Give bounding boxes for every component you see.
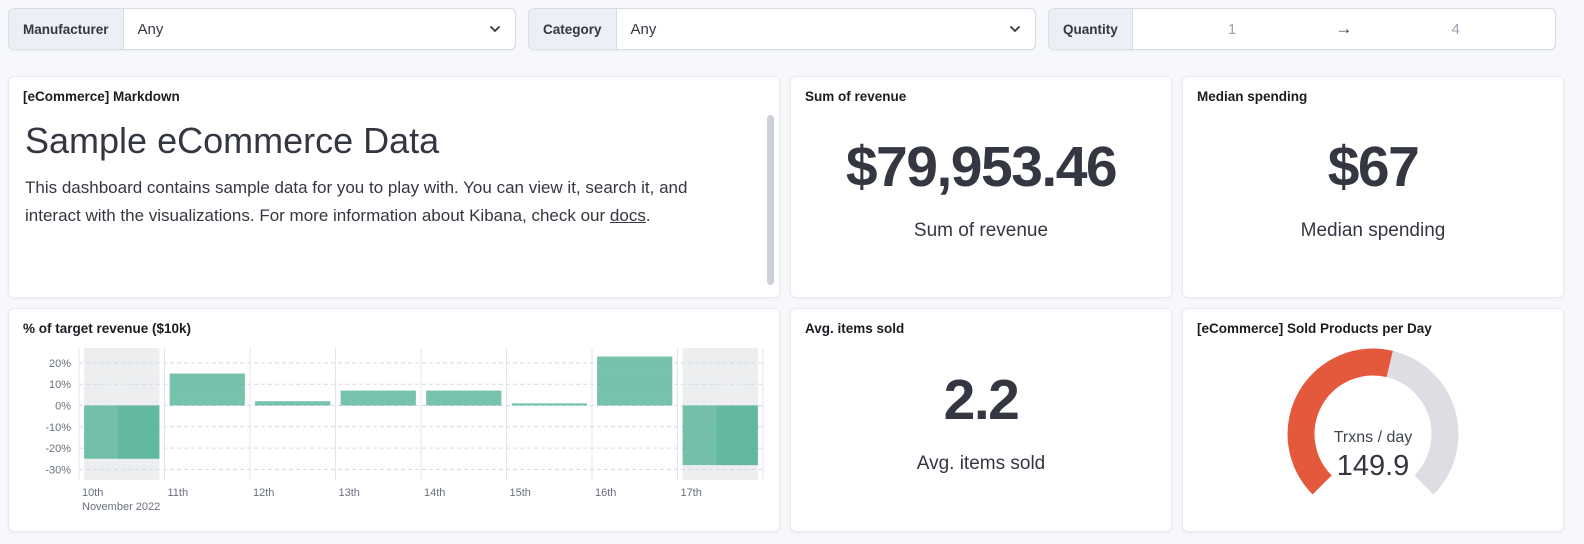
docs-link[interactable]: docs [609, 206, 646, 226]
arrow-right-icon: → [1335, 19, 1353, 38]
quantity-filter-label: Quantity [1049, 9, 1133, 49]
median-spending-caption: Median spending [1300, 219, 1446, 241]
markdown-body-period: . [645, 206, 651, 226]
scrollbar-thumb[interactable] [767, 115, 774, 285]
sold-products-gauge-panel: [eCommerce] Sold Products per Day Trxns … [1182, 308, 1564, 532]
manufacturer-filter-value: Any [137, 20, 164, 38]
panel-title: Median spending [1197, 89, 1308, 104]
svg-text:12th: 12th [253, 487, 274, 499]
gauge-value: 149.9 [1337, 450, 1410, 482]
avg-items-sold-value: 2.2 [943, 367, 1020, 432]
svg-text:15th: 15th [510, 487, 531, 499]
quantity-to-input[interactable]: 4 [1451, 20, 1460, 38]
svg-text:14th: 14th [424, 487, 445, 499]
gauge-chart-svg: Trxns / day 149.9 [1287, 348, 1459, 495]
metric-content: 2.2 Avg. items sold [791, 336, 1171, 531]
median-spending-value: $67 [1327, 134, 1420, 199]
bar-chart-svg[interactable]: 20% 10% 0% -10% -20% -30% 10th 11th 12th 13th 14th… [15, 342, 771, 518]
metric-content: $67 Median spending [1183, 104, 1563, 297]
svg-text:November 2022: November 2022 [82, 501, 160, 513]
markdown-content: Sample eCommerce Data This dashboard con… [9, 104, 779, 231]
panel-title: Avg. items sold [805, 321, 905, 336]
manufacturer-filter-dropdown[interactable]: Manufacturer Any [8, 8, 516, 50]
svg-text:13th: 13th [339, 487, 360, 499]
sum-of-revenue-panel: Sum of revenue $79,953.46 Sum of revenue [790, 76, 1172, 298]
category-filter-value: Any [630, 20, 657, 38]
markdown-heading: Sample eCommerce Data [25, 120, 440, 161]
svg-text:16th: 16th [595, 487, 616, 499]
sum-of-revenue-caption: Sum of revenue [913, 219, 1049, 241]
metric-content: $79,953.46 Sum of revenue [791, 104, 1171, 297]
quantity-range-filter: Quantity 1 → 4 [1048, 8, 1556, 50]
markdown-body: This dashboard contains sample data for … [25, 174, 715, 231]
avg-items-sold-panel: Avg. items sold 2.2 Avg. items sold [790, 308, 1172, 532]
panel-title: % of target revenue ($10k) [23, 321, 192, 336]
panel-title: Sum of revenue [805, 89, 907, 104]
svg-text:-10%: -10% [45, 422, 71, 434]
median-spending-panel: Median spending $67 Median spending [1182, 76, 1564, 298]
quantity-from-input[interactable]: 1 [1227, 20, 1237, 38]
chevron-down-icon[interactable] [1007, 21, 1023, 37]
svg-text:10%: 10% [49, 379, 71, 391]
target-revenue-chart-panel: % of target revenue ($10k) 20% 10% 0% -10% -… [8, 308, 780, 532]
category-filter-label: Category [529, 9, 617, 49]
markdown-body-text: This dashboard contains sample data for … [25, 178, 688, 226]
category-filter-dropdown[interactable]: Category Any [528, 8, 1036, 50]
markdown-panel: [eCommerce] Markdown Sample eCommerce Da… [8, 76, 780, 298]
manufacturer-filter-label: Manufacturer [9, 9, 124, 49]
sum-of-revenue-value: $79,953.46 [845, 134, 1118, 199]
gauge-label: Trxns / day [1334, 429, 1413, 446]
svg-text:11th: 11th [168, 487, 189, 499]
svg-text:17th: 17th [681, 487, 702, 499]
svg-text:-20%: -20% [45, 443, 71, 455]
avg-items-sold-caption: Avg. items sold [916, 452, 1046, 474]
gauge-chart: Trxns / day 149.9 [1183, 336, 1563, 531]
bar-chart[interactable]: 20% 10% 0% -10% -20% -30% 10th 11th 12th 13th 14th… [9, 336, 779, 523]
svg-text:0%: 0% [55, 400, 71, 412]
svg-text:-30%: -30% [45, 464, 71, 476]
svg-text:10th: 10th [82, 487, 103, 499]
svg-text:20%: 20% [49, 358, 71, 370]
panel-title: [eCommerce] Sold Products per Day [1197, 321, 1432, 336]
chevron-down-icon[interactable] [487, 21, 503, 37]
panel-title: [eCommerce] Markdown [23, 89, 180, 104]
